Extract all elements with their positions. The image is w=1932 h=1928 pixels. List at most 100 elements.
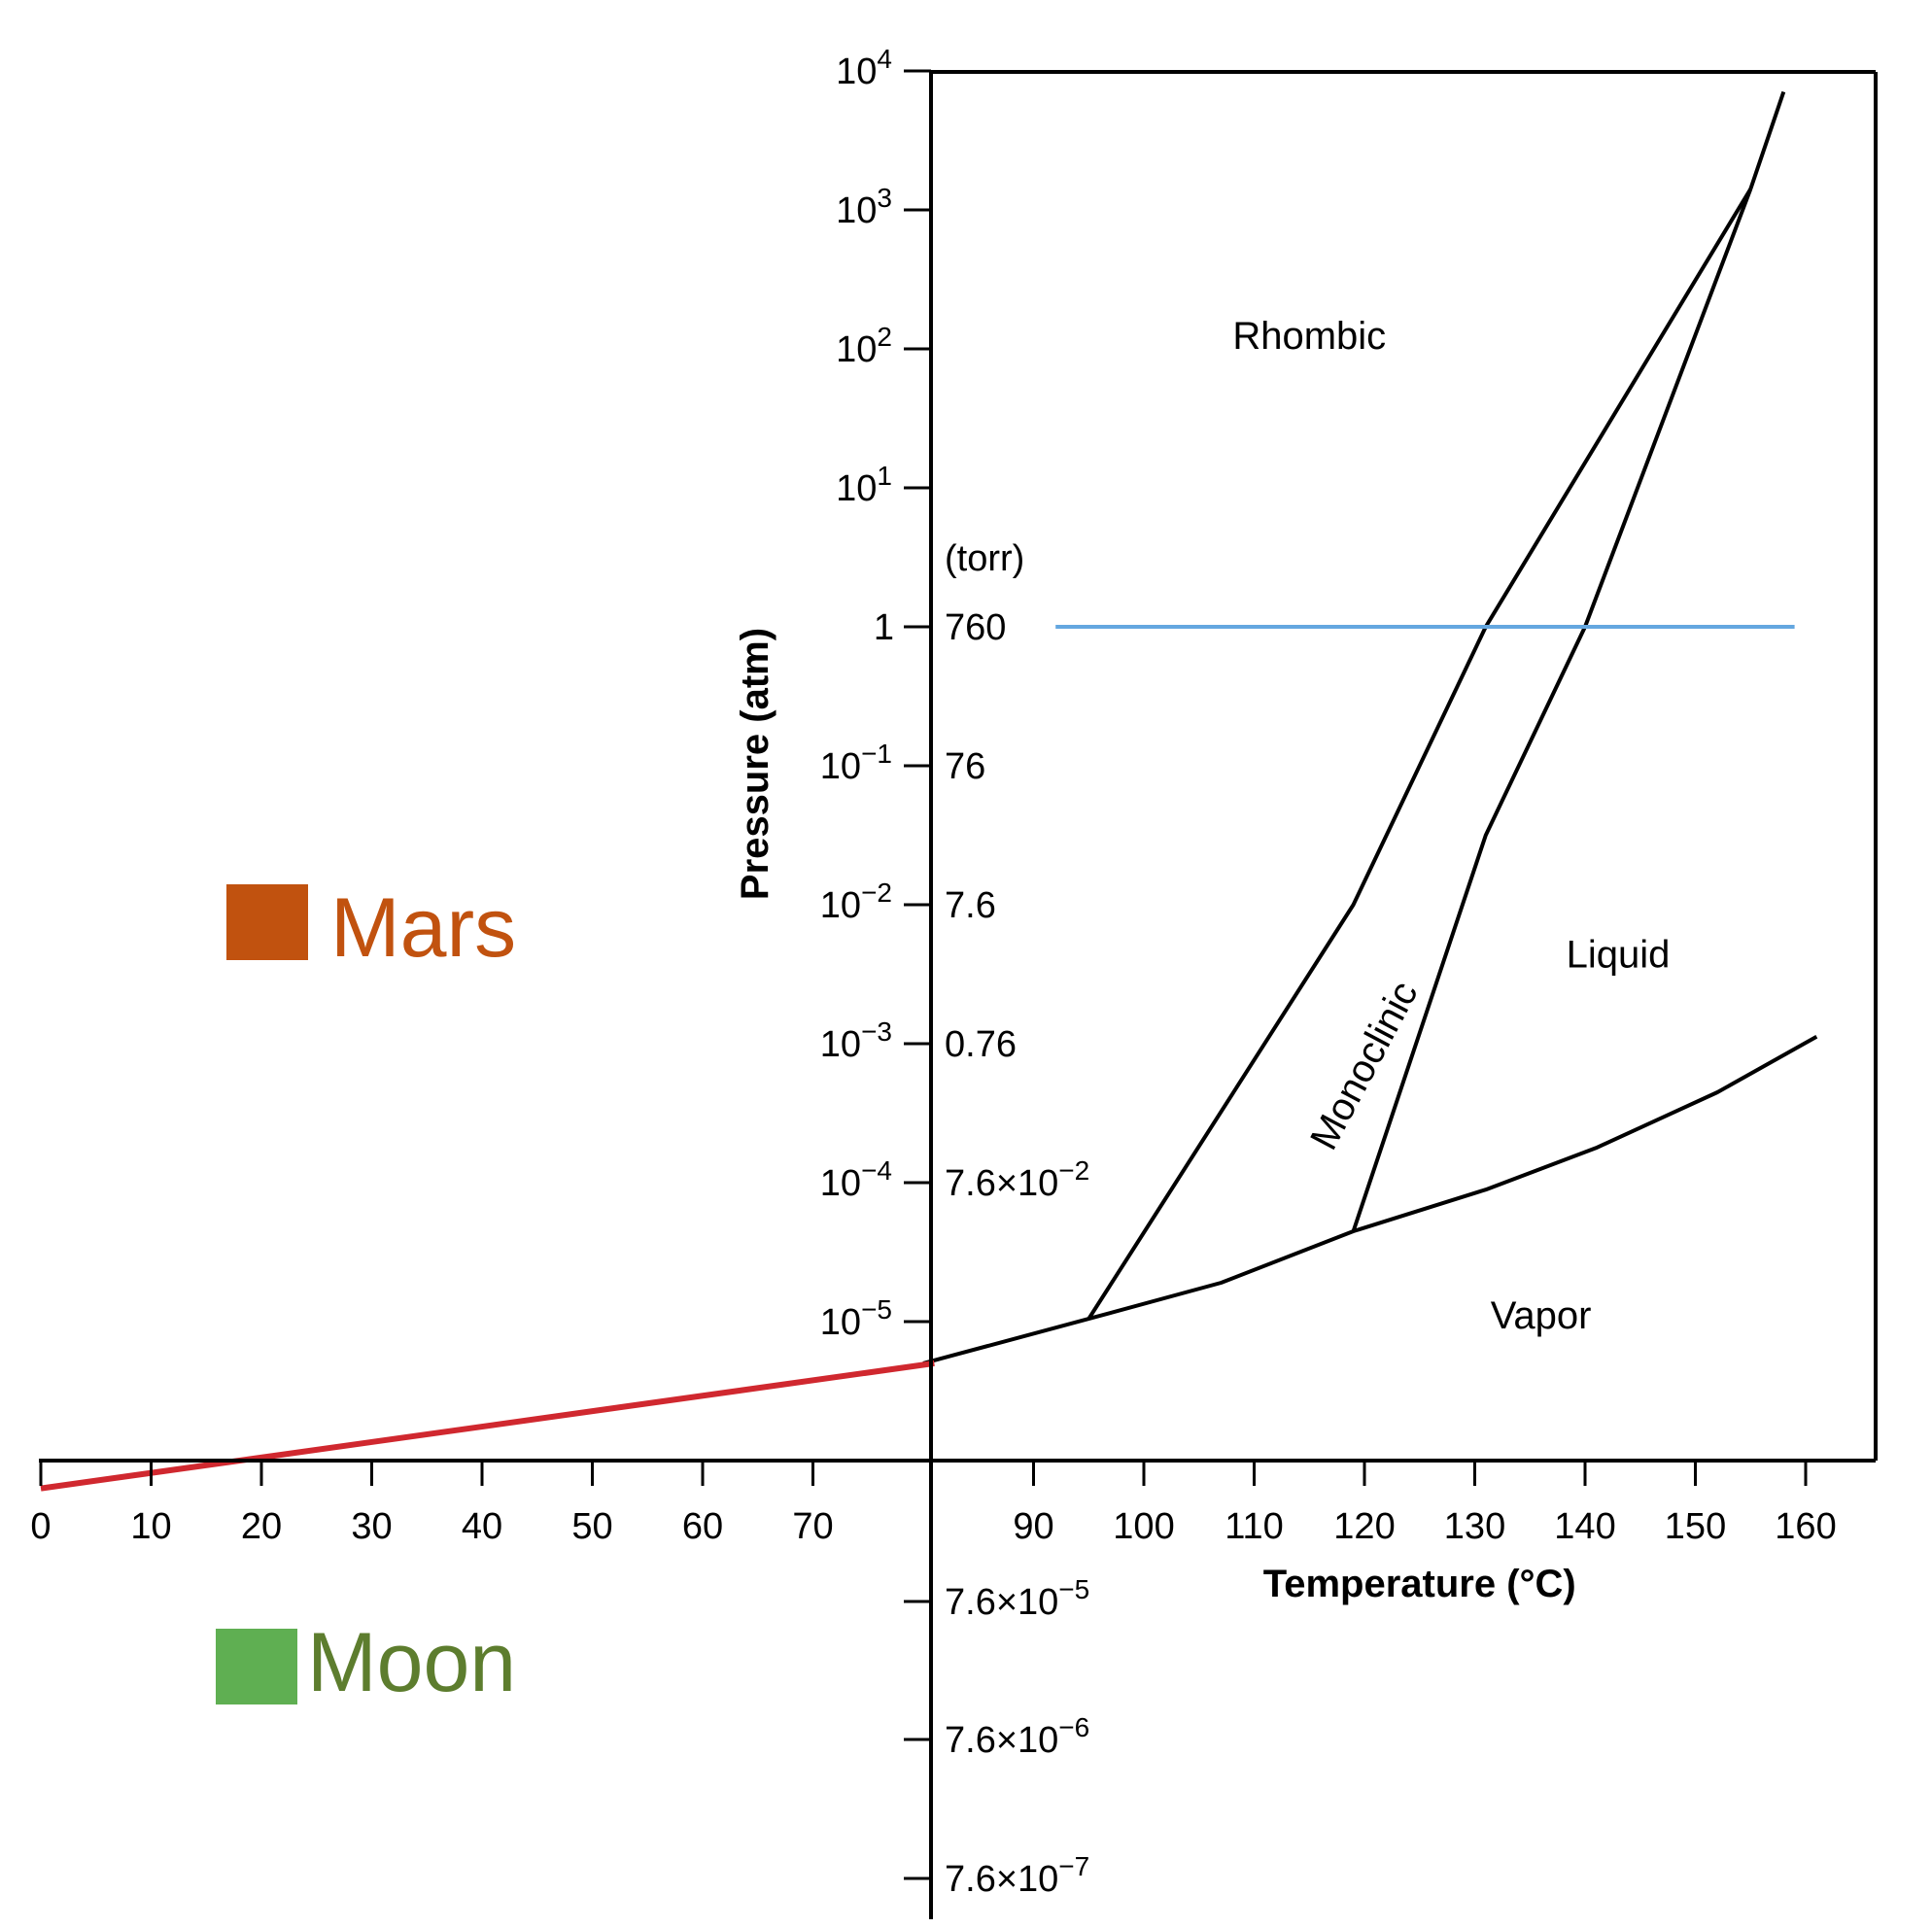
y-tick-label-torr-lower: 7.6×10−5 — [945, 1574, 1089, 1623]
torr-unit-label-part: (torr) — [945, 538, 1024, 579]
y-tick-label-torr-part: 76 — [945, 746, 985, 787]
y-tick-label-torr-part: 760 — [945, 607, 1006, 648]
x-axis-title: Temperature (°C) — [1263, 1563, 1576, 1605]
y-tick-label-torr-lower-part: 7.6×10 — [945, 1582, 1058, 1623]
x-axis-title-part: Temperature (°C) — [1263, 1563, 1576, 1605]
torr-unit-label: (torr) — [945, 538, 1024, 579]
y-tick-label-torr-part: 0.76 — [945, 1024, 1017, 1065]
y-tick-label-atm: 104 — [836, 44, 892, 92]
y-tick-label-atm-part: 10 — [820, 1024, 861, 1065]
y-tick-label-atm-part: 10 — [820, 885, 861, 926]
x-tick-label-part: 110 — [1225, 1506, 1284, 1547]
y-tick-label-torr: 0.76 — [945, 1024, 1017, 1065]
y-tick-label-atm: 10−5 — [820, 1294, 892, 1343]
y-tick-label-atm: 10−1 — [820, 739, 892, 787]
y-tick-label-torr-lower: 7.6×10−7 — [945, 1851, 1089, 1900]
y-tick-label-torr-lower: 7.6×10−6 — [945, 1712, 1089, 1761]
x-tick-label-part: 140 — [1554, 1506, 1615, 1547]
y-tick-label-atm: 1 — [874, 607, 894, 648]
x-tick-label: 60 — [682, 1506, 723, 1547]
y-tick-label-atm-part: 10 — [836, 190, 877, 231]
legend-label-mars: Mars — [330, 881, 516, 975]
x-tick-label-part: 0 — [30, 1506, 51, 1547]
y-tick-label-atm-part: −5 — [861, 1294, 892, 1325]
y-tick-label-torr-part: 7.6 — [945, 885, 996, 926]
y-tick-label-torr-lower-part: −7 — [1058, 1851, 1089, 1881]
region-label-rhombic: Rhombic — [1232, 315, 1386, 358]
x-tick-label: 140 — [1554, 1506, 1615, 1547]
x-tick-label-part: 60 — [682, 1506, 723, 1547]
y-tick-label-atm: 10−2 — [820, 878, 892, 926]
y-tick-label-atm-part: 10 — [836, 468, 877, 509]
plot-frame — [931, 70, 1878, 1461]
x-tick-label-part: 160 — [1775, 1506, 1836, 1547]
legend-swatch-moon — [216, 1629, 297, 1704]
y-tick-label-atm: 103 — [836, 183, 892, 231]
y-tick-label-atm-part: 2 — [877, 322, 892, 352]
y-tick-label-atm-part: 1 — [877, 461, 892, 491]
series-vapor_curve — [922, 1035, 1818, 1365]
y-tick-label-torr-lower-part: −5 — [1058, 1574, 1089, 1604]
series-layer — [40, 90, 1818, 1492]
y-tick-label-atm: 101 — [836, 461, 892, 509]
x-tick-label-part: 90 — [1013, 1506, 1053, 1547]
x-tick-label: 90 — [1013, 1506, 1053, 1547]
y-tick-label-atm-part: −4 — [861, 1155, 892, 1186]
x-tick-label: 70 — [792, 1506, 833, 1547]
region-label-vapor: Vapor — [1491, 1294, 1592, 1337]
x-tick-label-part: 20 — [241, 1506, 282, 1547]
series-rhombic_liquid — [1748, 90, 1786, 190]
x-tick-label: 110 — [1225, 1506, 1284, 1547]
y-tick-label-torr: 76 — [945, 746, 985, 787]
x-tick-label: 20 — [241, 1506, 282, 1547]
y-tick-label-torr: 7.6×10−2 — [945, 1155, 1089, 1204]
x-tick-label-part: 70 — [792, 1506, 833, 1547]
x-tick-label-part: 150 — [1665, 1506, 1726, 1547]
y-tick-label-atm-part: 4 — [877, 44, 892, 74]
series-monoclinic_liquid — [1351, 188, 1753, 1232]
x-tick-label: 10 — [130, 1506, 171, 1547]
y-tick-label-atm-part: 10 — [820, 746, 861, 787]
x-tick-label: 120 — [1333, 1506, 1395, 1547]
y-tick-label-atm-part: 1 — [874, 607, 894, 648]
x-tick-label-part: 130 — [1444, 1506, 1505, 1547]
y-tick-label-torr-lower-part: −6 — [1058, 1712, 1089, 1742]
y-tick-label-torr-part: 7.6×10 — [945, 1163, 1058, 1204]
x-tick-label-part: 30 — [351, 1506, 392, 1547]
y-tick-label-torr-lower-part: 7.6×10 — [945, 1859, 1058, 1900]
y-tick-label-atm: 10−4 — [820, 1155, 892, 1204]
x-tick-label: 100 — [1113, 1506, 1174, 1547]
x-tick-label: 40 — [462, 1506, 502, 1547]
x-tick-label: 160 — [1775, 1506, 1836, 1547]
axis-layer: 104103102101110−110−210−310−410−5(torr)7… — [30, 44, 1876, 1919]
x-tick-label-part: 10 — [130, 1506, 171, 1547]
legend-label-moon: Moon — [307, 1616, 516, 1709]
x-tick-label: 130 — [1444, 1506, 1505, 1547]
x-tick-label: 50 — [571, 1506, 612, 1547]
region-label-liquid: Liquid — [1567, 933, 1671, 976]
y-tick-label-torr: 7.6 — [945, 885, 996, 926]
x-tick-label-part: 50 — [571, 1506, 612, 1547]
y-tick-label-atm-part: 10 — [836, 52, 877, 92]
x-tick-label: 30 — [351, 1506, 392, 1547]
y-tick-label-atm: 10−3 — [820, 1016, 892, 1065]
y-tick-label-atm-part: −1 — [861, 739, 892, 769]
y-tick-label-torr: 760 — [945, 607, 1006, 648]
y-tick-label-atm-part: 10 — [820, 1302, 861, 1343]
x-tick-label: 0 — [30, 1506, 51, 1547]
legend-swatch-mars — [226, 884, 308, 960]
x-tick-label-part: 120 — [1333, 1506, 1395, 1547]
y-tick-label-atm-part: −2 — [861, 878, 892, 908]
y-tick-label-torr-lower-part: 7.6×10 — [945, 1720, 1058, 1761]
y-tick-label-atm: 102 — [836, 322, 892, 370]
legend-layer: Mars Moon — [216, 881, 516, 1709]
x-tick-label: 150 — [1665, 1506, 1726, 1547]
y-tick-label-atm-part: 10 — [836, 329, 877, 370]
series-extrapolation — [40, 1360, 935, 1492]
y-tick-label-atm-part: 3 — [877, 183, 892, 213]
x-tick-label-part: 40 — [462, 1506, 502, 1547]
y-tick-label-atm-part: −3 — [861, 1016, 892, 1047]
y-tick-label-torr-part: −2 — [1058, 1155, 1089, 1186]
series-rhombic_monoclinic — [1087, 188, 1753, 1321]
